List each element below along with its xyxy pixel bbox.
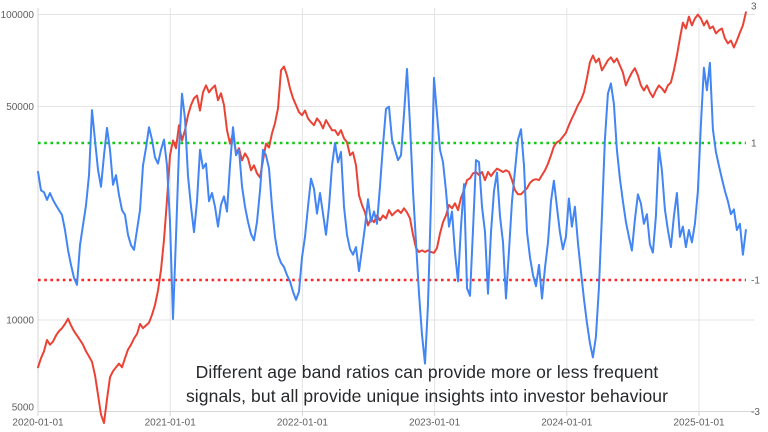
x-tick-label-2022: 2022-01-01 [277,418,329,429]
x-tick-label-2020: 2020-01-01 [12,418,64,429]
x-tick-label-2025: 2025-01-01 [673,418,725,429]
x-tick-label-2021: 2021-01-01 [145,418,197,429]
y-left-tick-label-10000: 10000 [6,316,34,327]
y-left-tick-label-50000: 50000 [6,102,34,113]
y-right-tick-label-3: 3 [751,2,757,13]
y-right-tick-label--1: -1 [751,276,760,287]
y-left-tick-label-100000: 100000 [1,10,35,21]
x-tick-label-2024: 2024-01-01 [541,418,593,429]
annotation-line-1: Different age band ratios can provide mo… [195,362,659,382]
price-series-line [37,11,747,424]
chart-annotation: Different age band ratios can provide mo… [82,360,768,408]
x-tick-label-2023: 2023-01-01 [409,418,461,429]
y-right-tick-label-1: 1 [751,139,757,150]
annotation-line-2: signals, but all provide unique insights… [185,386,669,406]
y-left-tick-label-5000: 5000 [12,403,35,414]
y-right-tick-label--3: -3 [751,407,760,418]
ratio-series-line [37,61,747,365]
